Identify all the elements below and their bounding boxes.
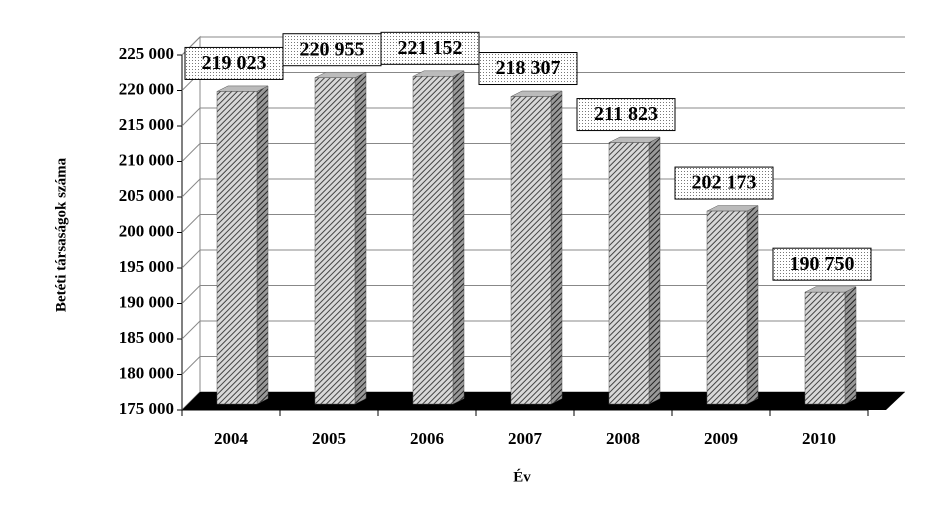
bar-side bbox=[354, 71, 367, 405]
x-axis-title: Év bbox=[513, 468, 531, 485]
value-label: 220 955 bbox=[300, 38, 365, 60]
value-label-group: 219 023 bbox=[184, 46, 284, 80]
value-label: 202 173 bbox=[692, 172, 757, 194]
y-tick-label: 200 000 bbox=[119, 221, 174, 240]
y-tick-label: 175 000 bbox=[119, 399, 174, 418]
x-tick-label: 2010 bbox=[802, 429, 836, 448]
value-label-group: 218 307 bbox=[478, 52, 578, 86]
y-axis-title: Betéti társaságok száma bbox=[53, 157, 69, 312]
y-tick-label: 225 000 bbox=[119, 44, 174, 63]
bar-side bbox=[550, 90, 563, 405]
bar-side bbox=[648, 136, 661, 405]
value-label-group: 221 152 bbox=[380, 31, 480, 65]
grid-line bbox=[181, 107, 201, 127]
value-label-group: 190 750 bbox=[772, 247, 872, 281]
value-label-box bbox=[380, 31, 480, 65]
value-label-box bbox=[282, 33, 382, 67]
value-label-box bbox=[184, 46, 284, 80]
value-label: 211 823 bbox=[594, 103, 658, 125]
y-tick-label: 180 000 bbox=[119, 363, 174, 382]
y-tick-label: 205 000 bbox=[119, 186, 174, 205]
y-tick-label: 190 000 bbox=[119, 292, 174, 311]
y-tick-label: 215 000 bbox=[119, 115, 174, 134]
bar bbox=[608, 142, 650, 405]
x-tick-label: 2006 bbox=[410, 429, 444, 448]
y-tick-label: 220 000 bbox=[119, 79, 174, 98]
bar bbox=[706, 210, 748, 405]
grid-line bbox=[181, 249, 201, 269]
bar bbox=[804, 291, 846, 405]
value-label-group: 220 955 bbox=[282, 33, 382, 67]
y-tick-label: 210 000 bbox=[119, 150, 174, 169]
bar-side bbox=[746, 205, 759, 405]
grid-line bbox=[181, 143, 201, 162]
bar-side bbox=[452, 70, 465, 405]
x-tick-label: 2004 bbox=[214, 429, 249, 448]
value-label-box bbox=[478, 52, 578, 86]
x-tick-label: 2008 bbox=[606, 429, 640, 448]
value-label: 221 152 bbox=[398, 37, 463, 59]
bar-side bbox=[844, 286, 857, 405]
bar-side bbox=[256, 85, 269, 405]
y-tick-label: 185 000 bbox=[119, 328, 174, 347]
x-tick-label: 2005 bbox=[312, 429, 346, 448]
value-label: 219 023 bbox=[202, 52, 267, 74]
y-tick-label: 195 000 bbox=[119, 257, 174, 276]
value-label-group: 202 173 bbox=[674, 166, 774, 200]
value-label: 190 750 bbox=[790, 253, 855, 275]
x-tick-label: 2009 bbox=[704, 429, 738, 448]
x-tick-label: 2007 bbox=[508, 429, 543, 448]
value-label-group: 211 823 bbox=[576, 98, 676, 132]
bar bbox=[510, 96, 552, 405]
value-label: 218 307 bbox=[496, 57, 561, 79]
grid-line bbox=[181, 356, 201, 375]
bar bbox=[412, 76, 454, 405]
grid-line bbox=[181, 285, 201, 304]
grid-line bbox=[181, 320, 201, 340]
value-label-box bbox=[576, 98, 676, 132]
bar bbox=[216, 91, 258, 405]
value-label-box bbox=[772, 247, 872, 281]
value-label-box bbox=[674, 166, 774, 200]
grid-line bbox=[181, 178, 201, 198]
bar bbox=[314, 77, 356, 405]
grid-line bbox=[181, 214, 201, 233]
